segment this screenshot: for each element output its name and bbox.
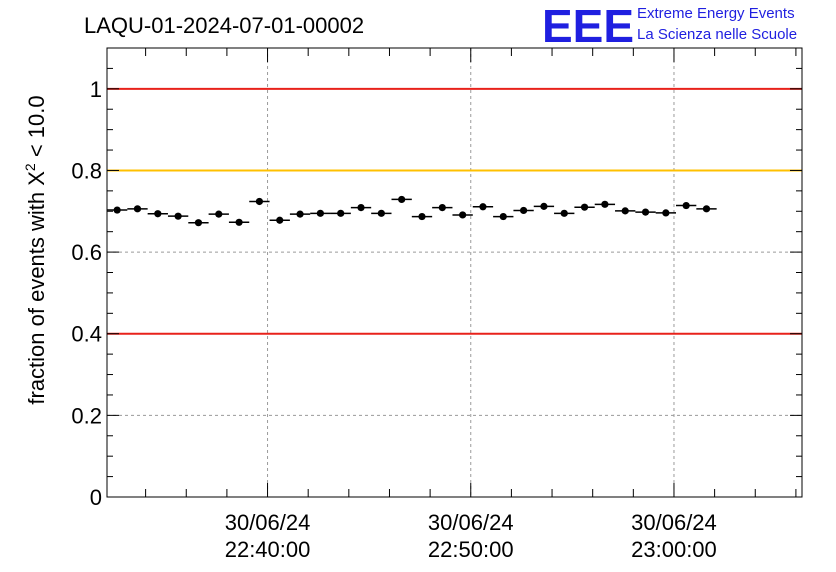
data-point	[296, 210, 304, 218]
data-point	[215, 210, 223, 218]
data-point	[519, 206, 528, 215]
data-point	[621, 207, 629, 215]
x-tick-label-time: 23:00:00	[631, 537, 717, 562]
data-point	[357, 203, 365, 212]
data-point	[580, 203, 589, 211]
y-tick-label: 0.2	[71, 403, 102, 428]
plot-frame	[106, 47, 803, 498]
data-point	[377, 209, 385, 217]
data-point	[438, 203, 446, 212]
x-tick-label-date: 30/06/24	[631, 510, 717, 535]
data-point	[398, 195, 406, 204]
y-tick-label: 1	[90, 77, 102, 102]
logo-line-1: Extreme Energy Events	[637, 5, 795, 22]
data-point	[641, 208, 650, 216]
logo-mark: EEE	[542, 0, 634, 52]
y-tick-label: 0.8	[71, 158, 102, 183]
plot-area: 00.20.40.60.8130/06/2422:40:0030/06/2422…	[71, 47, 803, 562]
data-point	[499, 212, 507, 221]
data-point	[235, 218, 243, 226]
data-point	[337, 209, 345, 217]
data-point	[276, 216, 284, 224]
x-tick-label-time: 22:50:00	[428, 537, 514, 562]
y-tick-label: 0.4	[71, 322, 102, 347]
data-point	[194, 219, 203, 227]
eee-logo: EEE Extreme Energy Events La Scienza nel…	[542, 0, 797, 52]
x-tick-label-date: 30/06/24	[225, 510, 311, 535]
data-point	[601, 200, 609, 208]
data-point	[459, 211, 467, 219]
data-point	[560, 209, 568, 217]
data-point	[682, 201, 690, 210]
data-point	[133, 205, 142, 213]
chart-title: LAQU-01-2024-07-01-00002	[84, 13, 364, 38]
x-tick-label-time: 22:40:00	[225, 537, 311, 562]
data-point	[479, 203, 487, 211]
data-point	[154, 210, 162, 218]
y-axis-label: fraction of events with X2 < 10.0	[22, 95, 49, 404]
x-tick-label-date: 30/06/24	[428, 510, 514, 535]
data-point	[702, 205, 711, 213]
data-point	[174, 212, 182, 220]
data-point	[540, 202, 548, 210]
data-point	[418, 212, 426, 221]
data-point	[113, 206, 121, 214]
logo-line-2: La Scienza nelle Scuole	[637, 26, 797, 43]
data-point	[316, 209, 324, 217]
data-point	[255, 197, 264, 206]
y-tick-label: 0	[90, 485, 102, 510]
y-tick-label: 0.6	[71, 240, 102, 265]
data-point	[662, 209, 670, 217]
